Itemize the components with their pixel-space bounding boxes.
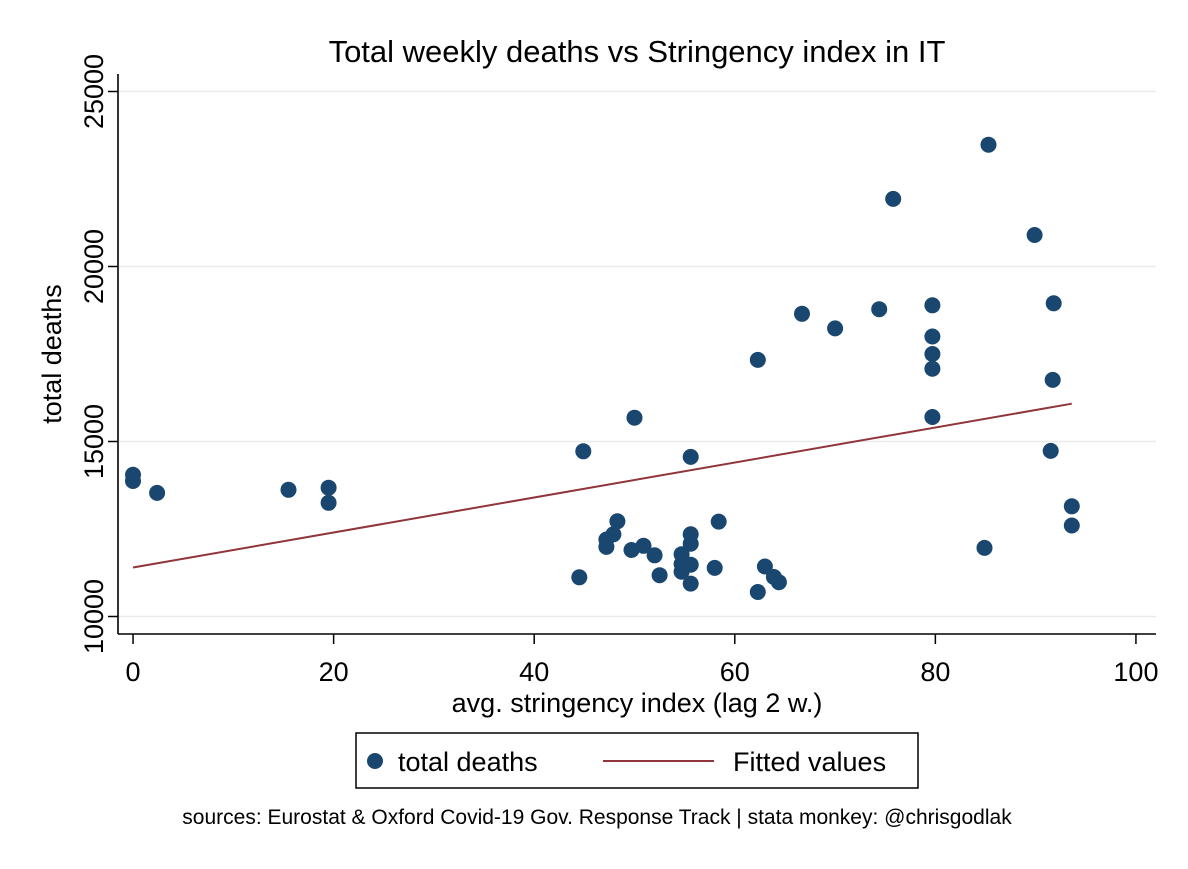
chart-footer: sources: Eurostat & Oxford Covid-19 Gov.… [182, 806, 1012, 829]
scatter-point-total-deaths [1063, 498, 1080, 515]
x-tick-label: 20 [319, 657, 349, 687]
scatter-point-total-deaths [1063, 517, 1080, 534]
scatter-point-total-deaths [320, 479, 337, 496]
scatter-point-total-deaths [885, 190, 902, 207]
scatter-point-total-deaths [598, 538, 615, 555]
x-ticks: 0 20 40 60 80 100 [126, 634, 1158, 687]
scatter-point-total-deaths [749, 584, 766, 600]
x-tick-label: 100 [1113, 657, 1158, 687]
scatter-point-total-deaths [1042, 442, 1059, 459]
y-ticks: 10000 15000 20000 25000 [79, 54, 118, 654]
y-tick-label: 20000 [79, 229, 109, 304]
scatter-point-total-deaths [706, 559, 723, 576]
scatter-point-total-deaths [125, 473, 141, 489]
y-tick-label: 15000 [79, 404, 109, 479]
chart-title: Total weekly deaths vs Stringency index … [329, 34, 946, 69]
scatter-point-total-deaths [924, 346, 941, 362]
scatter-point-total-deaths [756, 558, 773, 575]
x-tick-label: 40 [519, 657, 549, 687]
scatter-point-total-deaths [770, 574, 787, 591]
scatter-point-total-deaths [827, 320, 844, 337]
scatter-point-total-deaths [682, 535, 699, 552]
scatter-point-total-deaths [635, 537, 652, 554]
scatter-point-total-deaths [575, 443, 592, 460]
x-tick-label: 60 [720, 657, 750, 687]
scatter-point-total-deaths [651, 567, 668, 584]
scatter-point-total-deaths [924, 360, 941, 377]
scatter-point-total-deaths [749, 351, 766, 368]
scatter-point-total-deaths [320, 494, 337, 511]
scatter-point-total-deaths [571, 569, 588, 586]
scatter-point-total-deaths [1045, 295, 1062, 312]
scatter-point-total-deaths [605, 526, 622, 543]
scatter-point-total-deaths [682, 556, 699, 573]
legend: total deaths Fitted values [355, 732, 919, 789]
scatter-point-total-deaths [623, 542, 640, 558]
y-tick-label: 10000 [79, 579, 109, 654]
y-tick-label: 25000 [79, 54, 109, 129]
scatter-point-total-deaths [924, 328, 941, 345]
legend-label-fitted-values: Fitted values [733, 747, 886, 777]
fitted-line-layer [132, 402, 1072, 569]
scatter-point-total-deaths [280, 481, 297, 498]
legend-marker-total-deaths [367, 753, 383, 769]
legend-label-total-deaths: total deaths [398, 747, 538, 777]
scatter-point-total-deaths [1026, 227, 1043, 243]
scatter-point-total-deaths [609, 513, 626, 530]
y-axis-label: total deaths [37, 284, 67, 424]
scatter-point-total-deaths [682, 575, 699, 592]
fitted-values-line [132, 402, 1072, 569]
axes [117, 74, 1156, 635]
scatter-point-total-deaths [646, 547, 663, 564]
scatter-point-total-deaths [626, 409, 643, 426]
x-axis-label: avg. stringency index (lag 2 w.) [452, 688, 823, 718]
scatter-point-total-deaths [924, 409, 941, 425]
scatter-point-total-deaths [710, 513, 727, 530]
scatter-point-total-deaths [794, 305, 810, 322]
gridlines [118, 90, 1156, 618]
scatter-points [125, 136, 1080, 600]
scatter-point-total-deaths [924, 297, 941, 314]
scatter-point-total-deaths [682, 448, 699, 465]
scatter-point-total-deaths [871, 301, 888, 318]
scatter-point-total-deaths [1044, 371, 1061, 388]
x-tick-label: 80 [920, 657, 950, 687]
scatter-point-total-deaths [980, 136, 997, 153]
x-tick-label: 0 [126, 657, 141, 687]
scatter-point-total-deaths [976, 539, 993, 556]
scatter-point-total-deaths [149, 484, 166, 501]
